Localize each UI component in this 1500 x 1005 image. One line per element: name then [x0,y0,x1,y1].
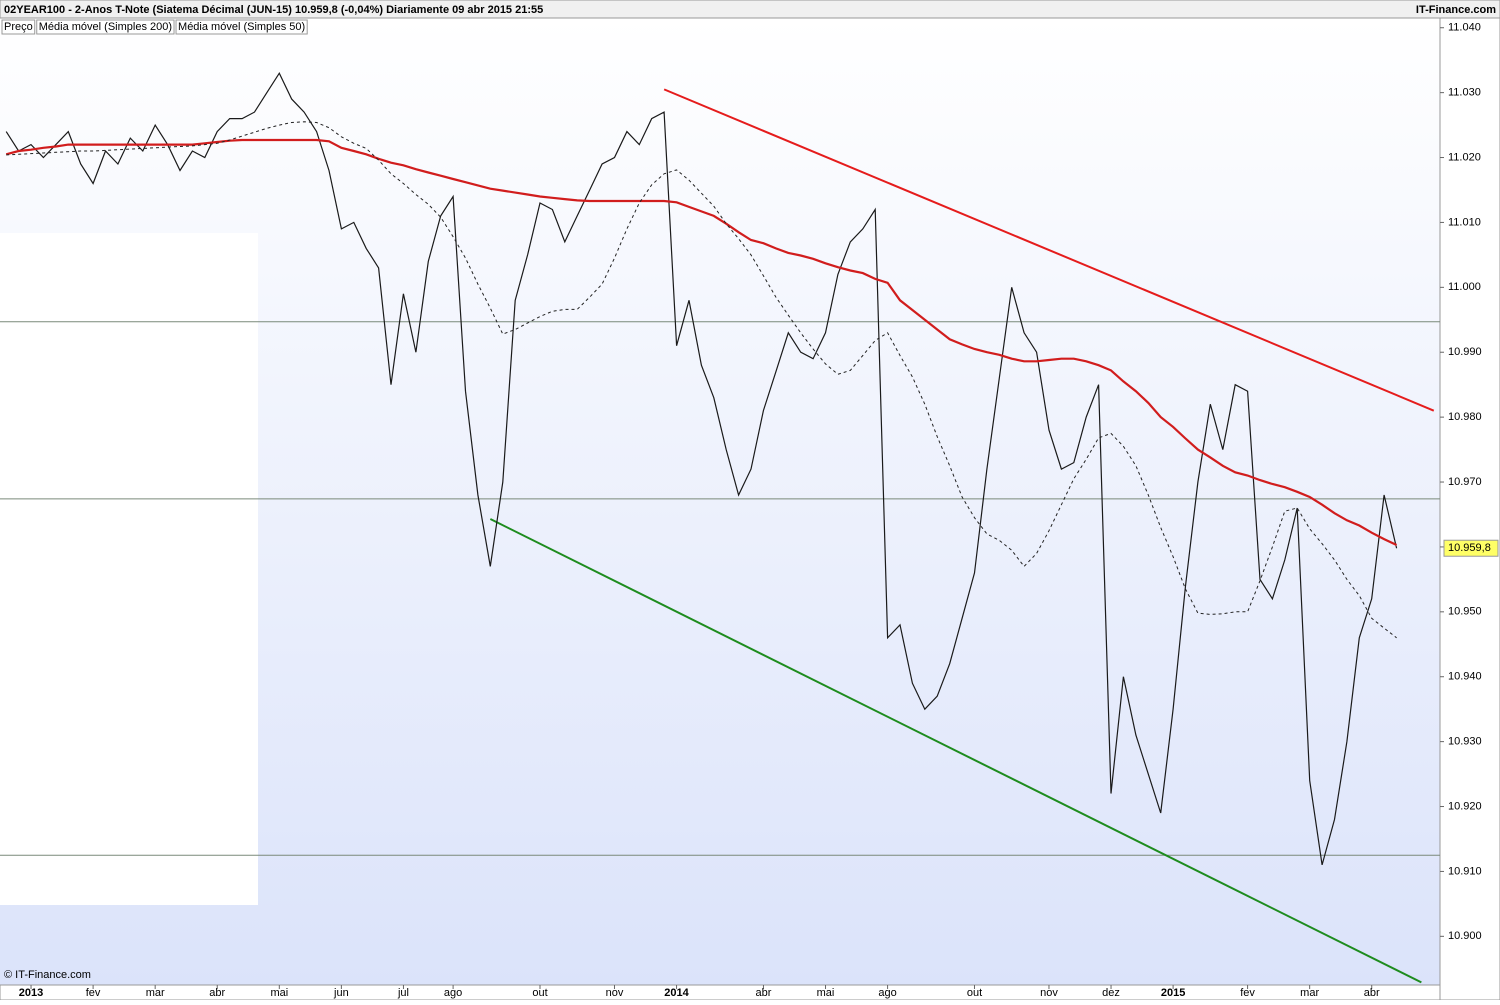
x-tick-label: 2014 [664,987,689,999]
x-tick-label: out [532,987,547,999]
legend-box [1,19,36,35]
x-tick-label: mar [1300,987,1319,999]
x-tick-label: mai [270,987,288,999]
plot [0,71,1440,984]
legend-box [175,19,308,35]
x-tick-label: ago [878,987,896,999]
legend-box [36,19,175,35]
last-price-box [1443,539,1499,557]
header-title: 02YEAR100 - 2-Anos T-Note (Siatema Décim… [4,4,543,16]
x-tick-label: mai [817,987,835,999]
header-bar [0,0,1500,19]
y-tick-label: 10.900 [1448,930,1482,942]
y-tick-label: 10.930 [1448,736,1482,748]
y-tick-label: 10.990 [1448,346,1482,358]
brand: IT-Finance.com [1416,4,1496,16]
x-tick-label: abr [1364,987,1380,999]
x-tick-label: dez [1102,987,1120,999]
x-tick-label: fev [1240,987,1255,999]
x-tick-label: fev [86,987,101,999]
y-tick-label: 10.950 [1448,606,1482,618]
y-tick-label: 11.000 [1448,281,1481,293]
watermark: © IT-Finance.com [4,969,91,981]
y-tick-label: 11.040 [1448,22,1481,34]
last-price-label: 10.959,8 [1448,542,1491,554]
x-tick-label: jul [397,987,409,999]
x-tick-label: abr [755,987,771,999]
y-tick-label: 11.010 [1448,216,1481,228]
x-tick-label: out [967,987,982,999]
y-tick-label: 10.910 [1448,865,1482,877]
y-tick-label: 11.020 [1448,151,1481,163]
x-tick-label: mar [146,987,165,999]
x-tick-label: nov [1040,987,1058,999]
y-tick-label: 10.920 [1448,800,1482,812]
x-tick-label: 2015 [1161,987,1185,999]
series-line [6,121,1397,639]
legend: Preço Média móvel (Simples 200) Média móve… [1,19,308,35]
series-line [5,71,1398,866]
y-tick-label: 10.970 [1448,476,1482,488]
y-tick-label: 10.980 [1448,411,1482,423]
trendline [489,518,1422,984]
x-tick-label: 2013 [19,987,43,999]
y-tick-label: 11.030 [1448,87,1481,99]
x-tick-label: nov [606,987,624,999]
blank-panel [0,233,258,905]
x-tick-label: ago [444,987,462,999]
x-tick-label: jun [333,987,349,999]
y-tick-label: 10.940 [1448,671,1482,683]
series-line [5,138,1398,546]
trendline [663,88,1435,412]
x-tick-label: abr [209,987,225,999]
legend-entry: Preço [4,21,33,33]
legend-entry: Média móvel (Simples 50) [178,21,305,33]
legend-entry: Média móvel (Simples 200) [39,21,172,33]
y-axis-panel [1439,17,1500,1001]
